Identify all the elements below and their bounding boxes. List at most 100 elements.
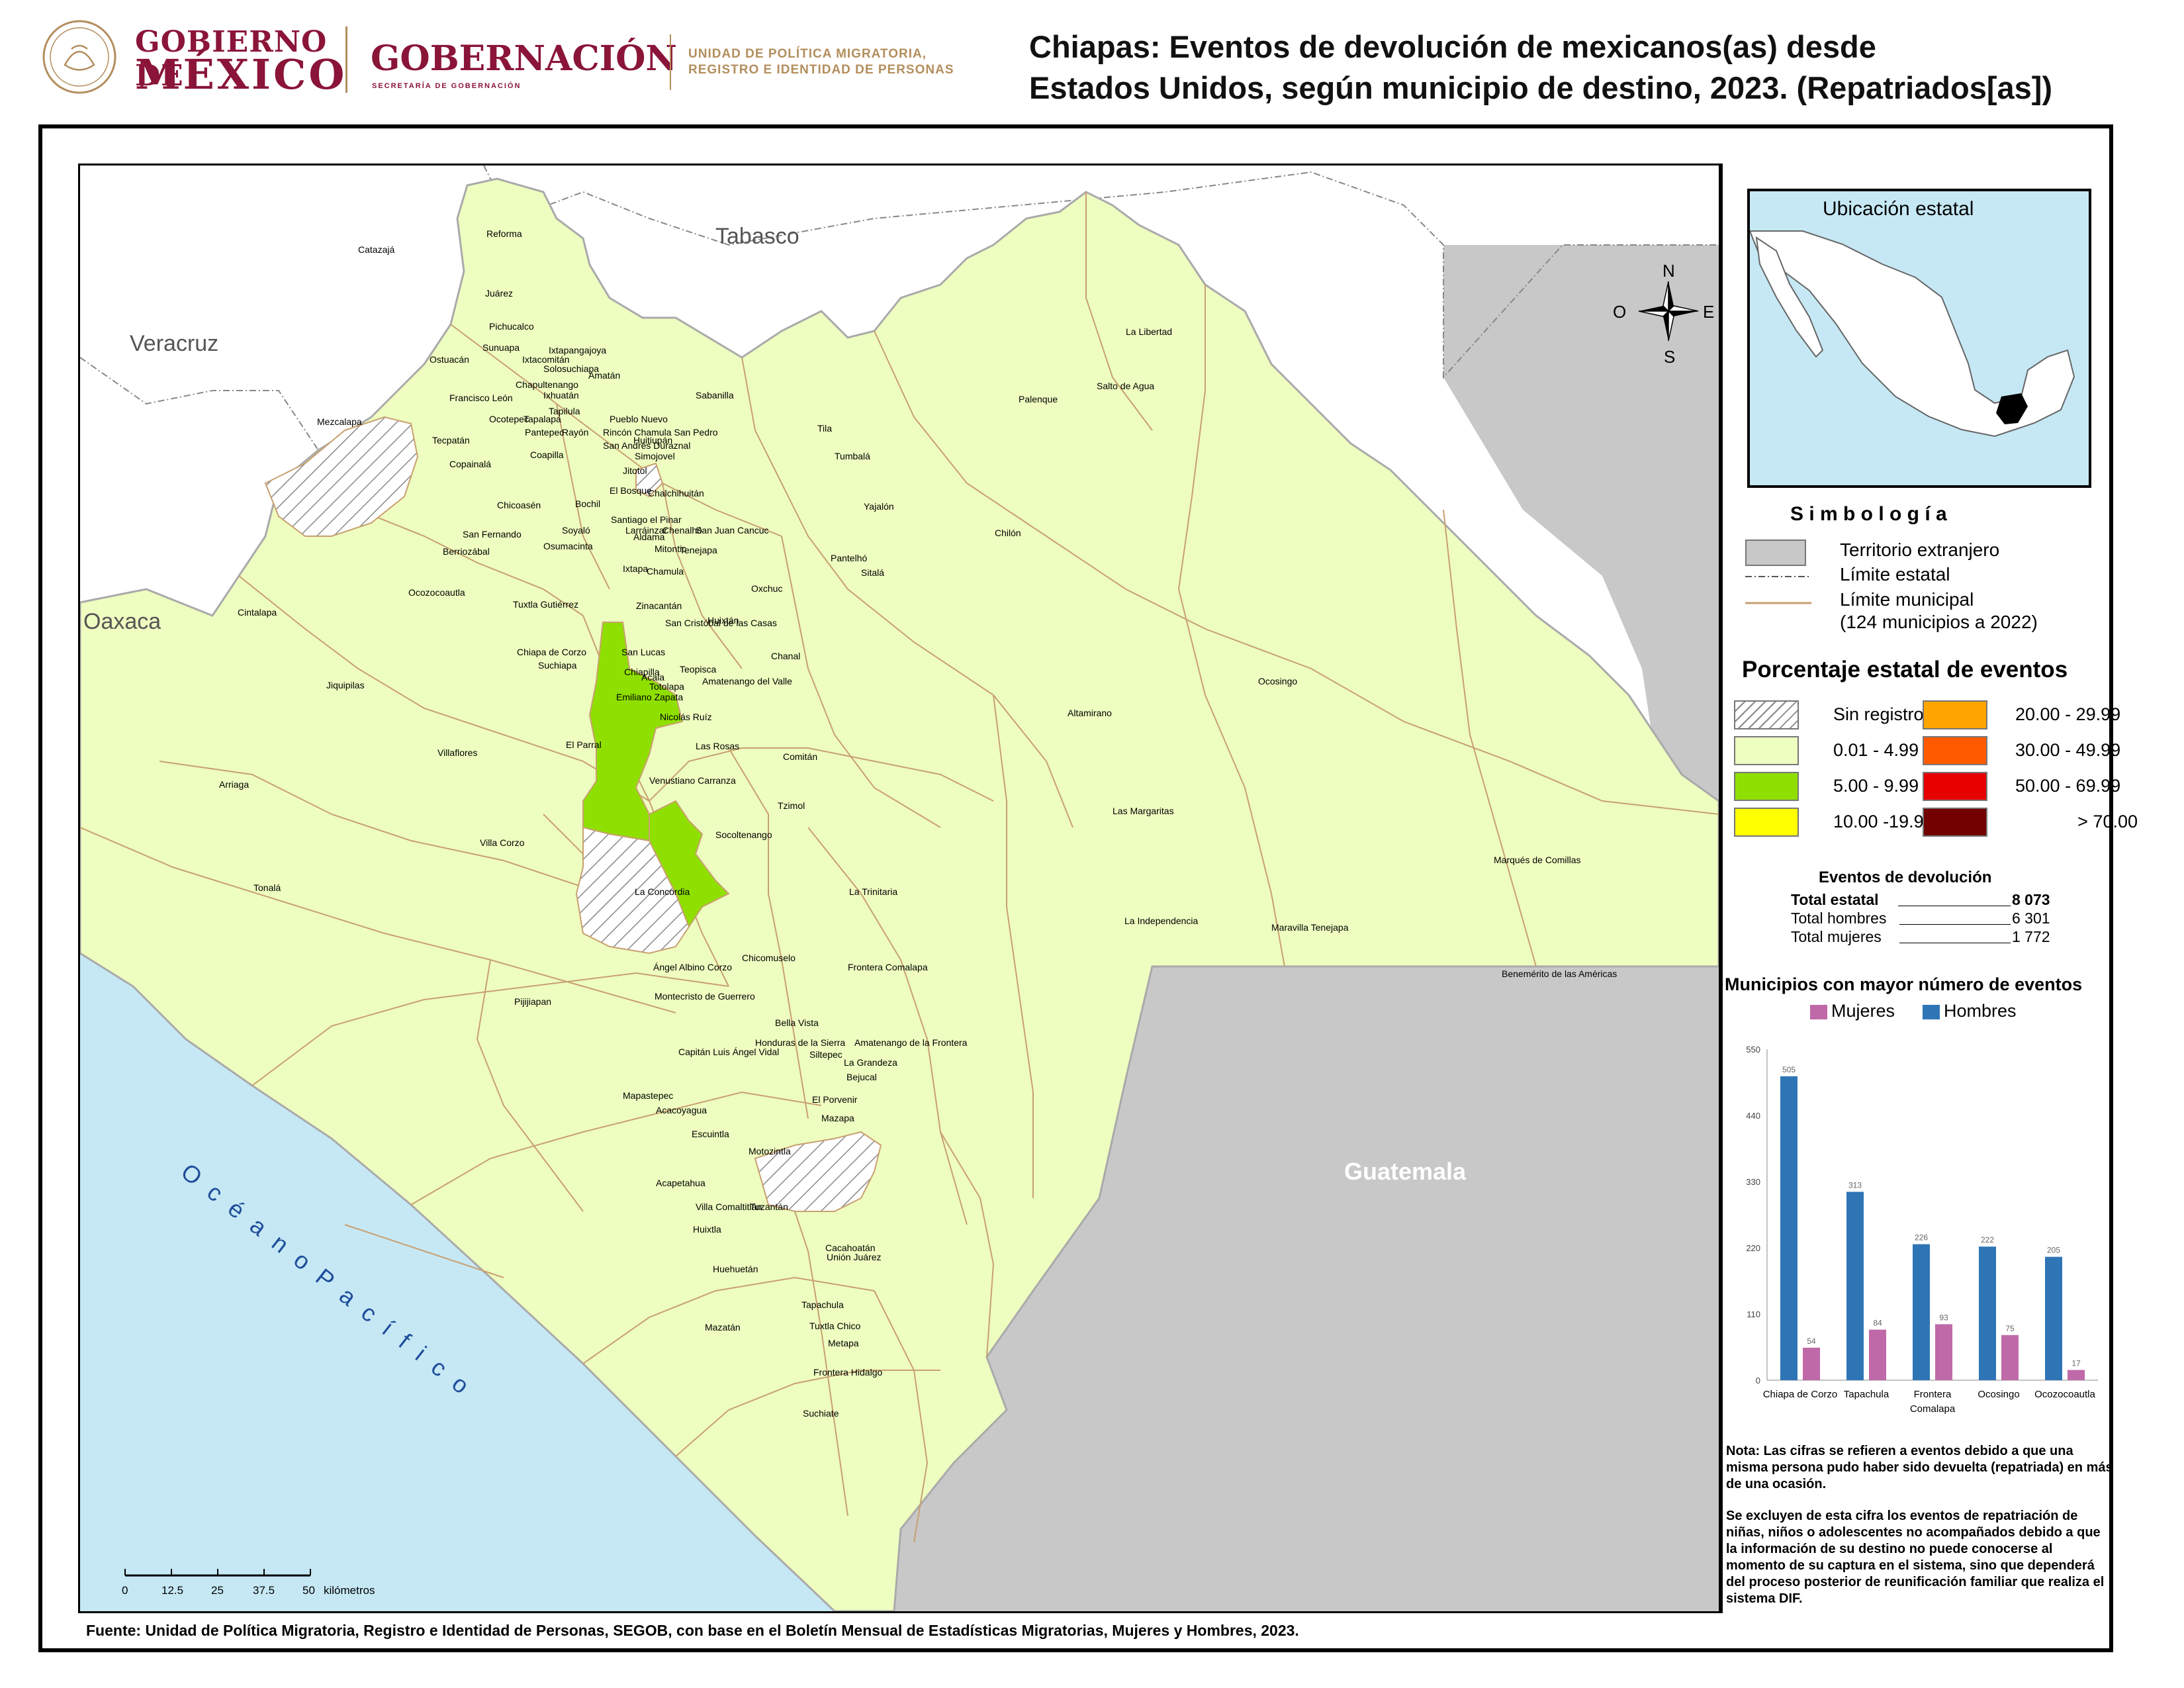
scale-unit: kilómetros [324,1584,375,1597]
region-label-tabasco: Tabasco [715,224,799,249]
note-2: Se excluyen de esta cifra los eventos de… [1726,1509,2105,1606]
legend-class-label: 0.01 - 4.99 [1833,740,1919,760]
municipality-label: Montecristo de Guerrero [655,991,755,1002]
municipality-label: Pantepec [525,427,564,438]
municipality-label: Tapachula [801,1299,844,1310]
scale-tick-4: 50 [302,1584,315,1597]
municipality-label: Chamula [647,566,684,577]
header-separator-2 [670,34,671,90]
municipality-label: Tumbalá [835,451,870,461]
category-label: Chiapa de Corzo [1763,1389,1838,1400]
bar-hombres [2045,1256,2062,1380]
simbologia-title: S i m b o l o g í a [1790,503,1947,525]
y-tick-label: 550 [1746,1045,1760,1055]
municipality-label: San Lucas [621,647,665,657]
legend-class-label: 20.00 - 29.99 [2015,704,2121,724]
chart-title: Municipios con mayor número de eventos [1725,974,2083,994]
data-label-hombres: 205 [2047,1246,2060,1255]
municipality-label: Chiapa de Corzo [517,647,586,657]
municipality-label: Acacoyagua [656,1105,707,1115]
municipality-label: La Grandeza [844,1057,897,1068]
municipality-label: Tenejapa [680,545,717,555]
municipality-label: Soyaló [562,525,590,536]
municipality-label: Ixhuatán [543,390,579,400]
municipality-label: Tapilula [549,406,580,416]
compass-s: S [1664,347,1675,367]
legend-class-label: 5.00 - 9.99 [1833,776,1919,796]
municipality-label: Metapa [828,1338,859,1348]
mexico-shape [1750,230,2075,438]
municipality-label: La Libertad [1126,326,1172,337]
header-separator [345,26,347,93]
compass-n: N [1662,261,1675,281]
totals-leader-line [1899,924,2011,925]
north-arrow: N S E O [1613,261,1714,367]
totals-value: 8 073 [2012,891,2050,908]
municipality-label: Sitalá [861,567,884,578]
municipality-label: San Andrés Duraznal [603,440,690,451]
legend-class-label: Sin registro [1833,704,1924,724]
data-label-hombres: 226 [1915,1233,1928,1243]
category-label: Frontera [1914,1389,1952,1400]
legend-foreign-label: Territorio extranjero [1840,539,2000,560]
municipality-label: La Concordia [635,886,690,897]
tabasco-boundary [483,165,1719,379]
gobernacion-sub: SECRETARÍA DE GOBERNACIÓN [372,82,522,90]
municipality-label: Tuxtla Chico [809,1321,861,1331]
scale-tick-0: 0 [122,1584,128,1597]
municipality-label: Comitán [783,751,817,762]
municipality-label: Acapetahua [656,1178,705,1188]
legend-swatch [1923,808,1987,837]
inset-title: Ubicación estatal [1823,198,1974,220]
map-panel[interactable]: Tabasco Veracruz Oaxaca Guatemala O c é … [78,164,1721,1613]
municipality-label: Rayón [562,427,588,438]
municipality-label: Palenque [1019,394,1058,404]
data-label-hombres: 222 [1981,1235,1994,1244]
municipality-label: Bejucal [846,1072,877,1082]
legend-foreign-swatch [1745,539,1806,566]
mezcalapa-region[interactable] [264,416,419,537]
scale-tick-2: 25 [211,1584,224,1597]
legend-municipal-line [1745,602,1811,604]
legend-swatch [1734,700,1799,729]
legend-swatch [1734,808,1799,837]
municipality-label: Chalchihuitán [648,488,704,498]
y-tick-label: 440 [1746,1111,1760,1121]
municipality-label: Simojovel [635,451,675,461]
unit-line1: UNIDAD DE POLÍTICA MIGRATORIA, [688,47,927,61]
municipality-label: Tapalapa [523,414,561,424]
category-label: Tapachula [1844,1389,1889,1400]
municipality-label: Tila [817,423,832,434]
municipality-label: Bochil [575,498,600,509]
map-title: Chiapas: Eventos de devolución de mexica… [1029,26,2154,109]
scale-bar: 0 12.5 25 37.5 50 kilómetros [122,1569,375,1597]
municipality-label: Villa Comaltitlán [696,1201,762,1212]
region-label-veracruz: Veracruz [130,331,218,356]
bar-mujeres [1803,1347,1820,1380]
chiapas-state[interactable] [80,177,1719,1611]
legend-municipal-count: (124 municipios a 2022) [1840,612,2038,632]
baja-shape [1755,236,1824,358]
percent-legend-title: Porcentaje estatal de eventos [1742,657,2068,682]
municipality-label: Ocozocoautla [408,587,465,598]
y-tick-label: 110 [1747,1309,1760,1319]
municipality-label: Chilón [995,528,1021,538]
municipality-label: Francisco León [449,393,513,403]
bar-hombres [1780,1076,1797,1380]
municipality-label: Ángel Albino Corzo [653,962,732,972]
legend-swatch [1734,772,1799,801]
honduras-de-la-sierra-region[interactable] [754,1131,882,1212]
municipality-label: Socoltenango [715,829,772,840]
municipality-label: Villaflores [437,747,477,758]
compass-o: O [1613,302,1626,322]
pueblo-nuevo-region[interactable] [635,462,664,498]
bar-chart-svg: 0 110 220 330 440 550 505 54 Chiapa de Corzo 313 8… [1746,1045,2098,1415]
municipality-label: Catazajá [358,244,394,255]
el-parral-region[interactable] [575,826,690,955]
municipality-label: Suchiapa [538,660,577,671]
title-line2: Estados Unidos, según municipio de desti… [1029,70,2053,105]
municipality-label: Huixtán [707,615,739,626]
municipality-label: Salto de Agua [1097,381,1154,391]
legend-label-mujeres: Mujeres [1831,1001,1895,1021]
legend-swatch [1923,772,1987,801]
